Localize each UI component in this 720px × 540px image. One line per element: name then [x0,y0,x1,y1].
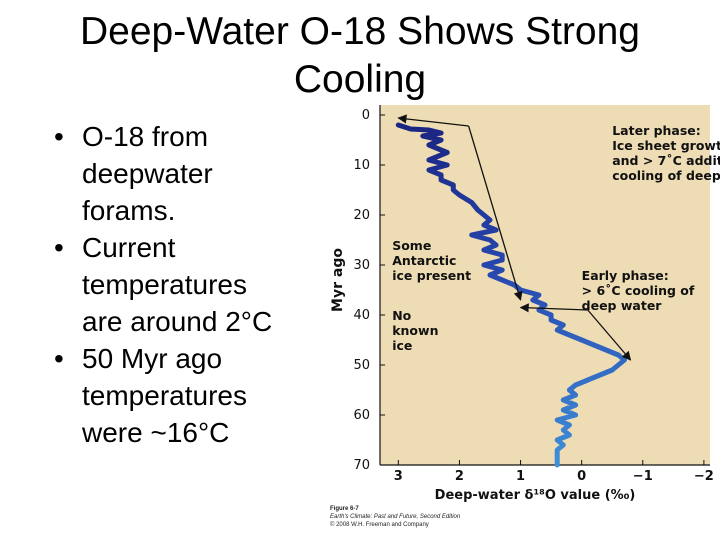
y-tick-label: 60 [353,408,370,423]
x-tick-label: 2 [455,469,464,484]
bullet-text: are around 2°C [82,306,273,337]
annotation-arrow [397,114,469,127]
bullet-item: O-18 from deepwater forams. [52,118,332,229]
annotation-line: Later phase: [612,123,701,138]
figure-source-book: Earth's Climate: Past and Future, Second… [330,514,461,520]
y-tick-label: 0 [362,108,370,123]
y-tick-label: 10 [353,158,370,173]
chart-annotation: Later phase: Ice sheet growth and > 7˚C ad… [612,123,720,183]
annotation-line: known [392,323,438,338]
bullet-item: Current temperatures are around 2°C [52,229,332,340]
annotation-line: Early phase: [582,268,669,283]
annotation-arrow [519,303,588,313]
figure-copyright: © 2008 W.H. Freeman and Company [330,522,429,528]
annotation-arrow [587,309,632,361]
y-tick-label: 70 [353,458,370,473]
annotation-line: cooling of deep water [612,168,720,183]
annotation-line: and > 7˚C additional [612,153,720,168]
x-tick-label: 3 [394,469,403,484]
chart-annotation: No known ice [392,308,438,353]
plot-background [380,105,710,465]
isotope-series-line [395,122,627,468]
figure-number: Figure 6-7 [330,506,359,512]
annotation-line: deep water [582,298,663,313]
x-tick-label: −1 [633,469,653,484]
y-tick-label: 30 [353,258,370,273]
annotation-line: Antarctic [392,253,456,268]
slide-title-line-1: Deep-Water O-18 Shows Strong [80,10,640,53]
x-tick-label: 0 [577,469,586,484]
y-axis-label: Myr ago [330,248,346,312]
x-tick-label: −2 [694,469,714,484]
bullet-list: O-18 from deepwater forams. Current temp… [52,118,332,451]
bullet-text: 50 Myr ago [82,343,223,374]
annotation-line: ice [392,338,412,353]
x-axis-label: Deep-water δ¹⁸O value (‰) [435,488,636,503]
annotation-line: ice present [392,268,471,283]
bullet-text: deepwater [82,158,213,189]
bullet-text: were ~16°C [82,417,230,448]
annotation-line: Some [392,238,431,253]
bullet-text: temperatures [82,269,247,300]
chart-annotation: Early phase: > 6˚C cooling of deep water [582,268,695,313]
y-tick-label: 20 [353,208,370,223]
bullet-item: 50 Myr ago temperatures were ~16°C [52,340,332,451]
annotation-line: > 6˚C cooling of [582,283,695,298]
slide-title: Deep-Water O-18 Shows Strong Cooling [0,8,720,104]
slide-title-line-2: Cooling [293,58,427,101]
bullet-text: Current [82,232,176,263]
bullet-text: O-18 from [82,121,209,152]
annotation-line: No [392,308,411,323]
annotation-arrow [467,125,523,301]
bullet-text: forams. [82,195,176,226]
figure-caption: Figure 6-7 Earth's Climate: Past and Fut… [330,505,460,529]
annotation-line: Ice sheet growth [612,138,720,153]
bullet-text: temperatures [82,380,247,411]
y-tick-label: 50 [353,358,370,373]
x-tick-label: 1 [516,469,525,484]
chart-annotation: Some Antarctic ice present [392,238,471,283]
y-tick-label: 40 [353,308,370,323]
